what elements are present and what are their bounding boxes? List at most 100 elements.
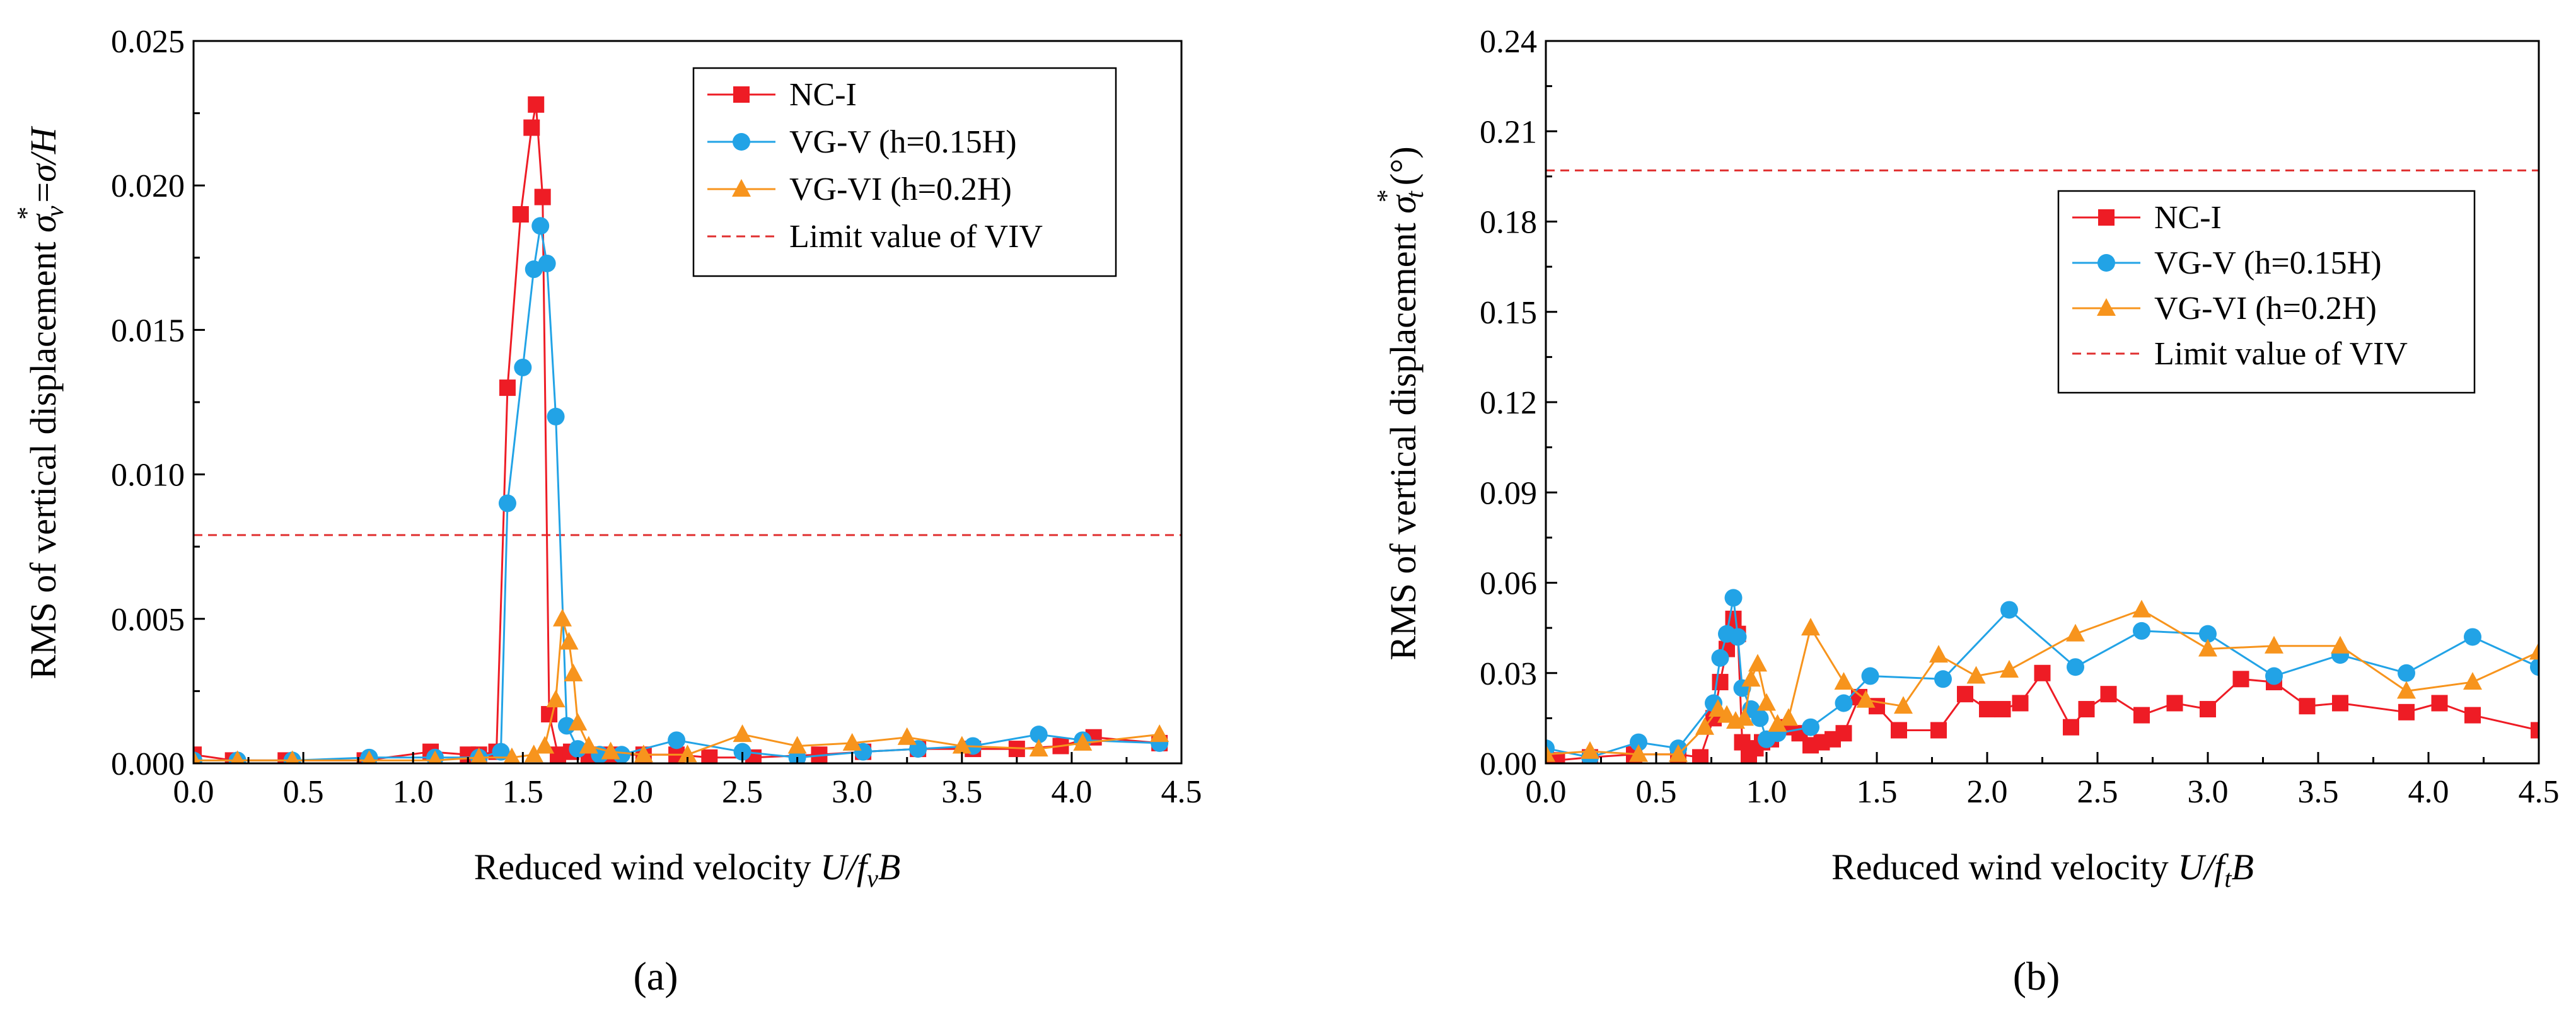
x-tick-label: 3.5 [2298, 774, 2339, 810]
data-point [546, 690, 566, 708]
data-point [514, 358, 532, 376]
data-point [2199, 625, 2217, 643]
panel-label-a: (a) [633, 954, 678, 998]
series-line [1546, 618, 2539, 761]
panel-label-b: (b) [2013, 954, 2060, 998]
data-point [1861, 667, 1879, 685]
data-point [1934, 670, 1952, 688]
legend-marker [733, 86, 750, 103]
x-tick-label: 1.0 [1746, 774, 1787, 810]
data-point [525, 260, 543, 279]
y-tick-label: 0.000 [111, 746, 185, 782]
data-point [1724, 589, 1743, 607]
legend-label: NC-I [2154, 200, 2222, 236]
ticks-b: 0.0 0.5 1.0 1.5 2.0 2.5 3.0 3.5 4.0 4.5 0.00 0.03 0.… [1480, 24, 2560, 810]
data-point [568, 712, 588, 731]
data-point [2133, 622, 2150, 640]
y-tick-label: 0.015 [111, 313, 185, 349]
chart-panel-b: 0.0 0.5 1.0 1.5 2.0 2.5 3.0 3.5 4.0 4.5 0.00 0.03 0.… [1372, 24, 2560, 998]
data-point [1894, 696, 1913, 714]
data-point [1741, 669, 1761, 687]
x-tick-label: 2.0 [1967, 774, 2008, 810]
data-point [1751, 709, 1769, 727]
data-point [2265, 667, 2283, 685]
data-point [538, 254, 556, 272]
data-point [531, 217, 550, 235]
y-axis-label-b: RMS of vertical displacement σt*(°) [1372, 146, 1429, 660]
x-tick-label: 0.5 [1636, 774, 1677, 810]
data-point [2232, 671, 2249, 688]
x-tick-label: 1.0 [393, 774, 434, 810]
x-tick-label: 4.0 [2408, 774, 2449, 810]
data-point [1581, 741, 1599, 759]
y-tick-label: 0.06 [1480, 566, 1537, 602]
x-tick-label: 2.5 [2077, 774, 2118, 810]
data-point [1779, 708, 1798, 726]
x-tick-label: 3.5 [941, 774, 982, 810]
legend-marker [2097, 298, 2116, 316]
legend-label: NC-I [789, 77, 857, 113]
legend-label: Limit value of VIV [2154, 336, 2408, 372]
x-tick-label: 4.5 [1161, 774, 1202, 810]
data-point [2034, 664, 2051, 681]
data-point [553, 608, 572, 627]
data-point [1695, 717, 1714, 735]
data-point [787, 736, 807, 754]
y-tick-label: 0.21 [1480, 114, 1537, 150]
data-point [428, 750, 443, 763]
legend-marker [732, 179, 751, 197]
x-tick-label: 1.5 [502, 774, 543, 810]
data-point [541, 706, 558, 723]
data-point [2332, 695, 2348, 712]
data-point [2000, 659, 2019, 678]
x-axis-label-b: Reduced wind velocity U/ftB [1831, 847, 2254, 893]
data-point [503, 747, 521, 763]
data-point [1717, 705, 1736, 723]
legend-label: VG-V (h=0.15H) [789, 124, 1017, 160]
data-point [512, 206, 529, 223]
data-point [2397, 681, 2416, 699]
data-point [2299, 698, 2316, 715]
data-point [2012, 695, 2029, 712]
data-point [285, 750, 299, 763]
data-point [2431, 695, 2448, 712]
data-point [1930, 722, 1947, 739]
legend-label: Limit value of VIV [789, 219, 1043, 255]
data-point [1629, 744, 1648, 762]
data-point [1768, 714, 1787, 732]
legend-marker [2097, 254, 2115, 272]
data-point [601, 741, 620, 760]
data-point [842, 732, 862, 751]
data-point [1748, 654, 1767, 672]
data-point [2265, 635, 2283, 654]
data-point [1994, 701, 2011, 718]
plot-area-b [1546, 169, 2539, 763]
series-line [194, 226, 1160, 761]
legend-label: VG-VI (h=0.2H) [789, 171, 1012, 207]
data-point [2529, 642, 2539, 660]
data-point [559, 632, 579, 650]
data-point [2463, 672, 2482, 690]
data-point [2078, 701, 2095, 718]
data-point [1712, 674, 1729, 691]
data-point [1073, 732, 1093, 751]
data-point [535, 736, 555, 754]
data-point [1029, 739, 1048, 757]
data-point [678, 744, 697, 763]
data-point [1692, 749, 1709, 763]
data-point [2200, 701, 2216, 718]
data-point [1966, 666, 1986, 684]
data-point [2066, 623, 2085, 642]
data-point [2000, 601, 2018, 619]
legend-box-b [2057, 190, 2476, 394]
data-point [1630, 733, 1647, 751]
data-point [2133, 707, 2150, 724]
data-point [499, 379, 516, 396]
data-point [2166, 695, 2183, 712]
data-point [1735, 708, 1754, 726]
y-tick-label: 0.00 [1480, 746, 1537, 782]
data-point [2067, 658, 2084, 676]
data-point [1802, 718, 1819, 736]
data-point [1757, 693, 1776, 711]
x-tick-label: 2.0 [612, 774, 653, 810]
